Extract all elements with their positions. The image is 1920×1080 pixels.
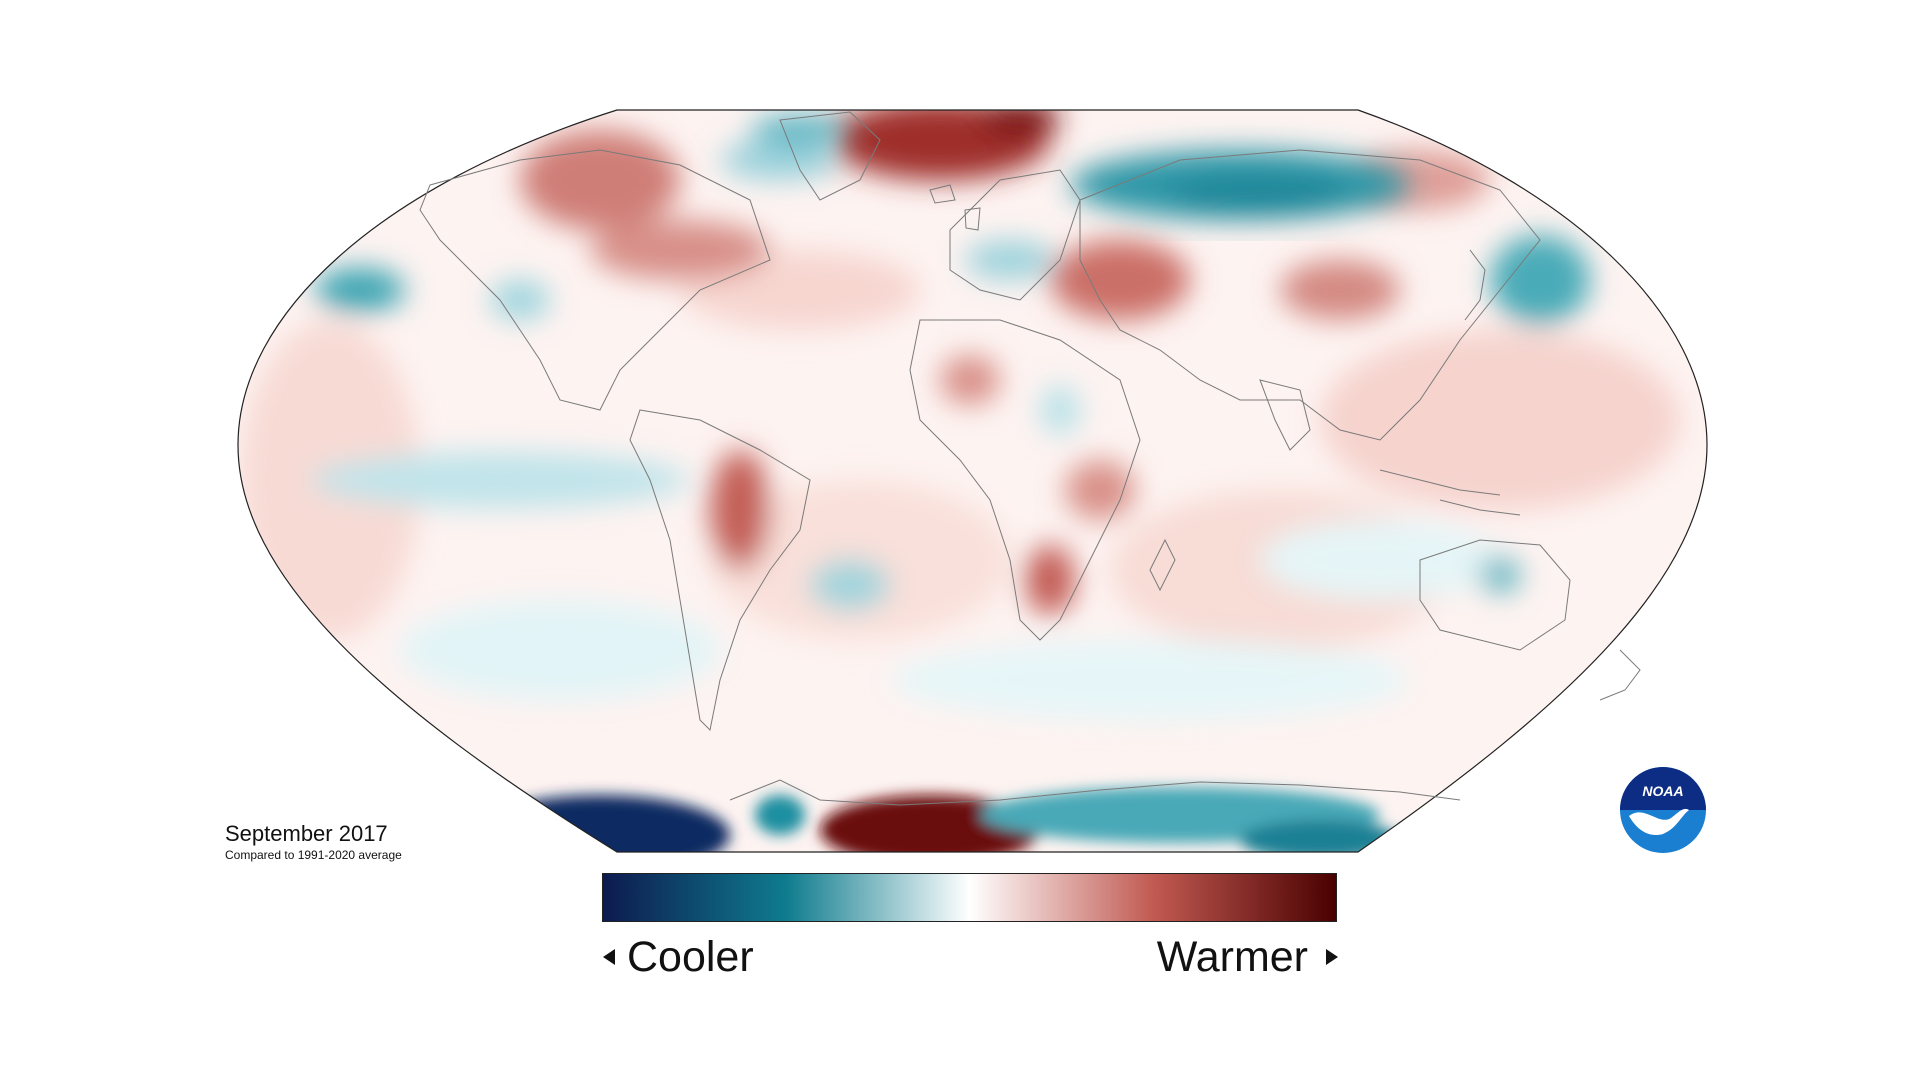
legend-cooler: Cooler [603, 932, 754, 982]
color-scale-bar [602, 873, 1337, 922]
legend-cooler-label: Cooler [627, 933, 754, 981]
map-title: September 2017 [225, 821, 388, 846]
legend-warmer-label: Warmer [1156, 933, 1308, 981]
map-caption: September 2017 Compared to 1991-2020 ave… [225, 821, 402, 863]
legend-warmer: Warmer [1157, 932, 1338, 982]
map-subtitle: Compared to 1991-2020 average [225, 848, 402, 862]
logo-text: NOAA [1642, 783, 1683, 799]
noaa-logo-icon: NOAA [1619, 766, 1707, 854]
right-arrow-icon [1326, 949, 1338, 965]
left-arrow-icon [603, 949, 615, 965]
